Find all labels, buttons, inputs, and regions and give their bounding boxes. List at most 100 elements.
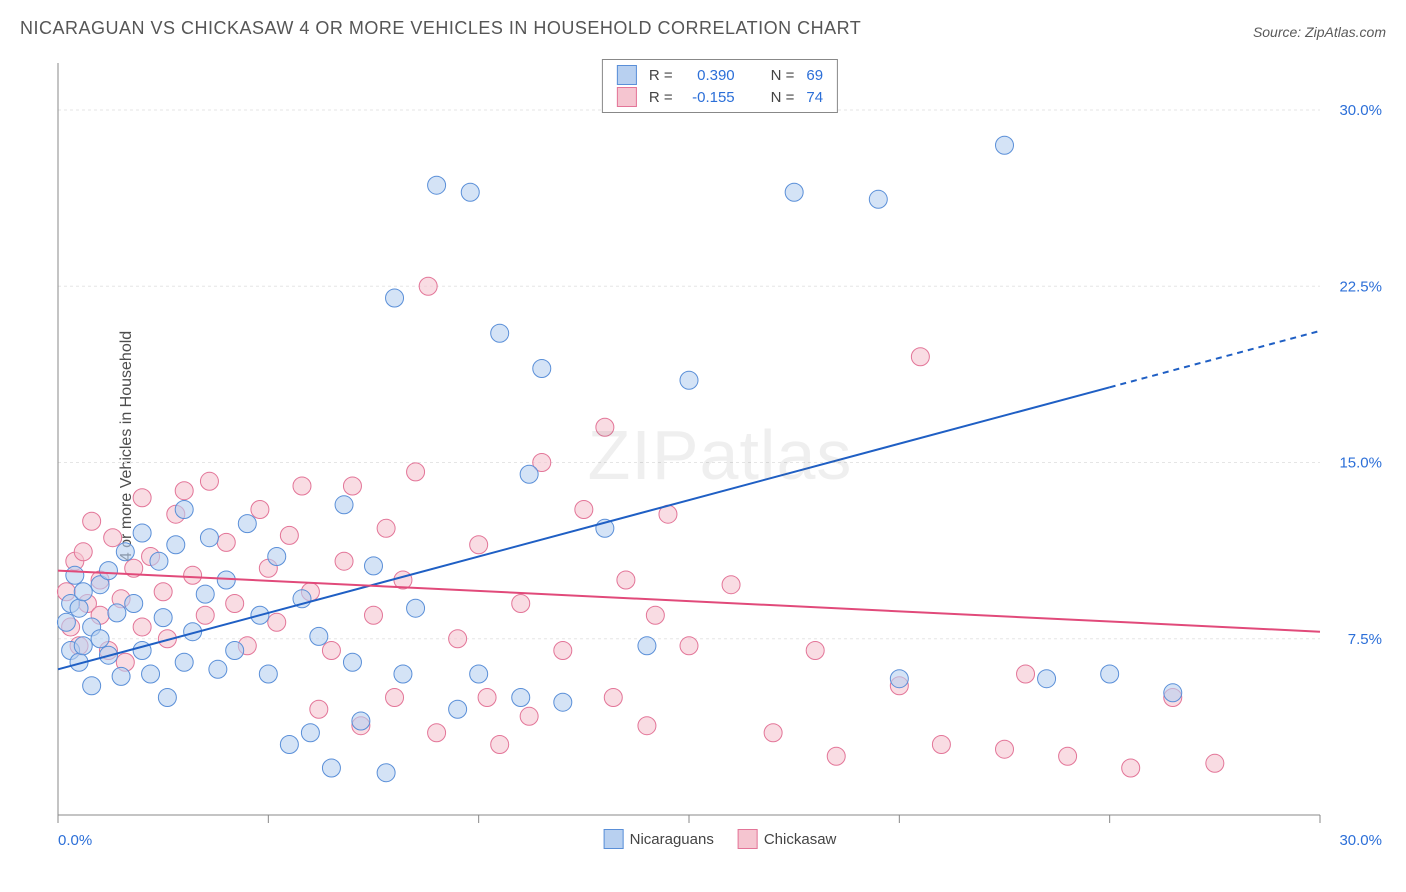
scatter-point: [512, 595, 530, 613]
scatter-point: [407, 463, 425, 481]
svg-text:30.0%: 30.0%: [1339, 102, 1382, 119]
scatter-point: [869, 190, 887, 208]
scatter-point: [217, 533, 235, 551]
source-label: Source: ZipAtlas.com: [1253, 24, 1386, 40]
scatter-point: [449, 630, 467, 648]
scatter-point: [184, 566, 202, 584]
scatter-point: [365, 606, 383, 624]
scatter-point: [394, 665, 412, 683]
scatter-point: [491, 324, 509, 342]
legend-swatch: [617, 65, 637, 85]
scatter-point: [142, 665, 160, 683]
scatter-point: [827, 747, 845, 765]
scatter-point: [680, 371, 698, 389]
scatter-point: [91, 630, 109, 648]
legend-label: Chickasaw: [764, 831, 837, 848]
scatter-point: [596, 418, 614, 436]
scatter-point: [520, 465, 538, 483]
scatter-point: [449, 700, 467, 718]
scatter-point: [83, 677, 101, 695]
legend-r-label: R =: [643, 86, 679, 108]
chart-title: NICARAGUAN VS CHICKASAW 4 OR MORE VEHICL…: [20, 18, 861, 39]
scatter-point: [133, 524, 151, 542]
scatter-point: [175, 501, 193, 519]
scatter-point: [554, 693, 572, 711]
scatter-point: [352, 712, 370, 730]
scatter-point: [335, 552, 353, 570]
scatter-point: [200, 472, 218, 490]
scatter-point: [407, 599, 425, 617]
scatter-point: [365, 557, 383, 575]
legend-n-value: 69: [800, 64, 829, 86]
scatter-point: [377, 519, 395, 537]
scatter-point: [419, 277, 437, 295]
scatter-point: [125, 595, 143, 613]
scatter-point: [104, 529, 122, 547]
legend-label: Nicaraguans: [630, 831, 714, 848]
scatter-point: [1038, 670, 1056, 688]
scatter-point: [604, 689, 622, 707]
scatter-point: [996, 740, 1014, 758]
scatter-point: [1017, 665, 1035, 683]
scatter-point: [99, 562, 117, 580]
scatter-point: [428, 176, 446, 194]
legend-r-value: -0.155: [679, 86, 741, 108]
scatter-point: [722, 576, 740, 594]
trend-line-extrapolated: [1110, 331, 1320, 387]
svg-text:22.5%: 22.5%: [1339, 278, 1382, 295]
trend-line: [58, 387, 1110, 669]
scatter-point: [470, 665, 488, 683]
scatter-point: [154, 583, 172, 601]
scatter-point: [74, 543, 92, 561]
scatter-point: [167, 536, 185, 554]
series-legend: Nicaraguans Chickasaw: [604, 829, 837, 849]
scatter-point: [554, 642, 572, 660]
scatter-point: [575, 501, 593, 519]
scatter-point: [268, 613, 286, 631]
scatter-point: [83, 512, 101, 530]
scatter-point: [533, 360, 551, 378]
scatter-point: [335, 496, 353, 514]
chart-area: ZIPatlas 7.5%15.0%22.5%30.0% R =0.390N =…: [50, 55, 1390, 855]
scatter-point: [268, 548, 286, 566]
scatter-point: [386, 689, 404, 707]
scatter-point: [646, 606, 664, 624]
scatter-point: [638, 717, 656, 735]
scatter-point: [1122, 759, 1140, 777]
scatter-point: [764, 724, 782, 742]
legend-n-value: 74: [800, 86, 829, 108]
scatter-point: [259, 665, 277, 683]
scatter-point: [251, 501, 269, 519]
scatter-point: [470, 536, 488, 554]
legend-item: Nicaraguans: [604, 829, 714, 849]
scatter-point: [680, 637, 698, 655]
scatter-point: [133, 489, 151, 507]
scatter-point: [112, 667, 130, 685]
svg-text:15.0%: 15.0%: [1339, 455, 1382, 472]
scatter-point: [133, 618, 151, 636]
scatter-point: [175, 482, 193, 500]
legend-r-label: R =: [643, 64, 679, 86]
scatter-point: [617, 571, 635, 589]
scatter-point: [343, 653, 361, 671]
scatter-point: [280, 526, 298, 544]
scatter-point: [280, 736, 298, 754]
scatter-point: [116, 543, 134, 561]
scatter-point: [785, 183, 803, 201]
scatter-point: [322, 642, 340, 660]
legend-swatch: [604, 829, 624, 849]
scatter-point: [520, 707, 538, 725]
scatter-point: [154, 609, 172, 627]
scatter-point: [196, 585, 214, 603]
trend-line: [58, 571, 1320, 632]
scatter-point: [301, 724, 319, 742]
scatter-point: [377, 764, 395, 782]
scatter-point: [1206, 754, 1224, 772]
scatter-point: [932, 736, 950, 754]
scatter-point: [428, 724, 446, 742]
legend-n-label: N =: [765, 64, 801, 86]
scatter-point: [200, 529, 218, 547]
scatter-point: [1164, 684, 1182, 702]
legend-n-label: N =: [765, 86, 801, 108]
scatter-point: [638, 637, 656, 655]
